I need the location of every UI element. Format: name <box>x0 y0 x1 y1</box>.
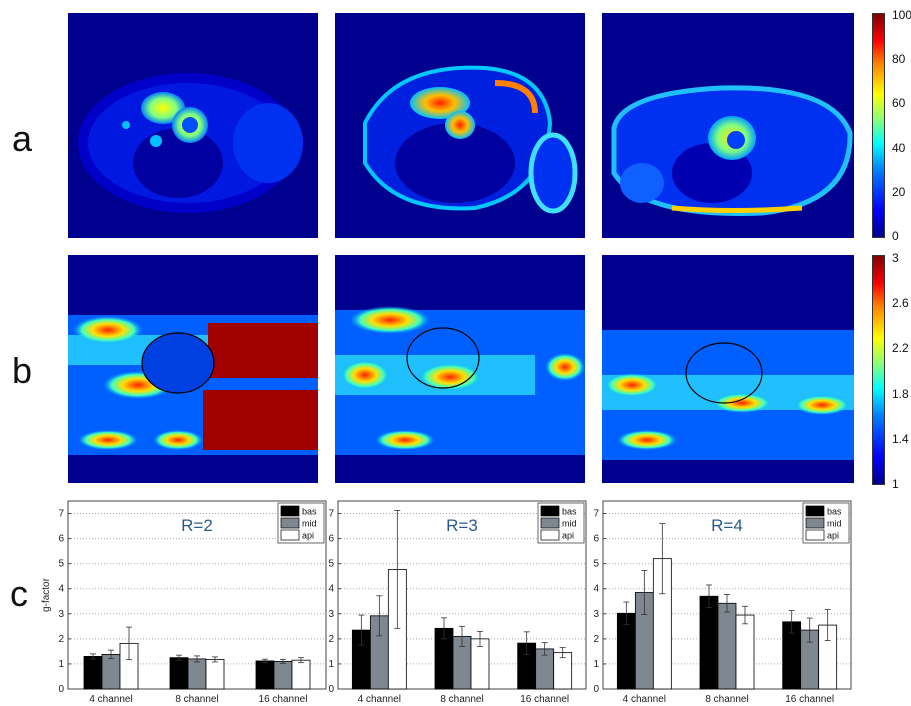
gfactor-map-r4 <box>602 255 854 483</box>
bar-api <box>205 659 225 690</box>
signal-map-r4 <box>602 13 854 238</box>
bar-bas <box>83 656 103 690</box>
x-tick-label: 16 channel <box>785 694 834 705</box>
legend-swatch-bas <box>805 505 825 517</box>
bar-api <box>553 652 573 690</box>
y-tick-label: 5 <box>328 559 334 570</box>
x-tick-label: 8 channel <box>705 694 748 705</box>
x-tick-label: 4 channel <box>89 694 132 705</box>
y-tick-label: 0 <box>593 684 599 695</box>
chart-title: R=3 <box>446 516 478 535</box>
gfactor-map-r3 <box>335 255 585 483</box>
y-tick-label: 6 <box>328 534 334 545</box>
y-tick-label: 2 <box>58 634 64 645</box>
bar-api <box>735 614 755 690</box>
legend-swatch-mid <box>540 517 560 529</box>
x-tick-label: 16 channel <box>520 694 569 705</box>
y-tick-label: 2 <box>328 634 334 645</box>
y-tick-label: 0 <box>58 684 64 695</box>
legend-swatch-mid <box>805 517 825 529</box>
y-tick-label: 3 <box>593 609 599 620</box>
x-tick-label: 8 channel <box>175 694 218 705</box>
bar-chart-r3: 0 1 2 3 4 5 6 7 4 channel 8 channel 16 channel R=3 b… <box>328 500 587 705</box>
y-tick-label: 5 <box>58 559 64 570</box>
legend-label-bas: bas <box>827 507 842 517</box>
legend-swatch-bas <box>280 505 300 517</box>
bar-chart-r4: 0 1 2 3 4 5 6 7 4 channel 8 channel 16 channel R=4 b… <box>593 500 852 705</box>
signal-map-r3 <box>335 13 585 238</box>
colorbar-tick-label: 80 <box>892 52 906 67</box>
legend-label-bas: bas <box>562 507 577 517</box>
colorbar-tick-label: 0 <box>892 229 899 243</box>
legend-swatch-api <box>280 529 300 541</box>
colorbar-tick-label: 20 <box>892 184 906 199</box>
colorbar-tick-label: 2.2 <box>892 341 909 356</box>
legend-swatch-api <box>540 529 560 541</box>
y-tick-label: 0 <box>328 684 334 695</box>
y-tick-label: 7 <box>58 509 64 520</box>
x-tick-label: 4 channel <box>623 694 666 705</box>
signal-map-r2 <box>68 13 318 238</box>
y-tick-label: 3 <box>328 609 334 620</box>
x-tick-label: 8 channel <box>440 694 483 705</box>
bar-mid <box>101 654 121 690</box>
colorbar-tick-label: 60 <box>892 96 906 111</box>
colorbar-tick-label: 40 <box>892 140 906 155</box>
y-tick-label: 5 <box>593 559 599 570</box>
bar-mid <box>187 658 207 690</box>
gfactor-map-r2 <box>68 255 318 483</box>
legend-label-api: api <box>302 531 314 541</box>
x-tick-label: 4 channel <box>358 694 401 705</box>
bar-bas <box>699 595 719 690</box>
colorbar-tick-label: 1 <box>892 477 899 491</box>
bar-chart-r2: 0 1 2 3 4 5 6 7 4 channel 8 channel 16 channel R=2 g… <box>41 500 327 705</box>
y-tick-label: 3 <box>58 609 64 620</box>
bar-mid <box>273 661 293 690</box>
colorbar-tick-label: 1.8 <box>892 386 909 401</box>
legend-label-api: api <box>562 531 574 541</box>
y-tick-label: 4 <box>58 584 64 595</box>
y-tick-label: 1 <box>593 659 599 670</box>
y-tick-label: 1 <box>58 659 64 670</box>
panel-label-b: b <box>12 350 33 391</box>
panel-label-c: c <box>10 573 28 614</box>
y-tick-label: 4 <box>328 584 334 595</box>
bar-api <box>291 659 311 690</box>
legend-swatch-mid <box>280 517 300 529</box>
colorbar-tick-label: 3 <box>892 251 899 265</box>
x-tick-label: 16 channel <box>259 694 308 705</box>
y-tick-label: 6 <box>58 534 64 545</box>
colorbar-tick-label: 100 <box>892 8 911 22</box>
y-axis-label: g-factor <box>41 577 52 612</box>
legend-label-bas: bas <box>302 507 317 517</box>
bar-bas <box>169 657 189 690</box>
y-tick-label: 7 <box>593 509 599 520</box>
y-tick-label: 2 <box>593 634 599 645</box>
legend-label-mid: mid <box>562 519 577 529</box>
legend-swatch-api <box>805 529 825 541</box>
legend-swatch-bas <box>540 505 560 517</box>
colorbar-gfactor <box>872 255 885 485</box>
legend-label-mid: mid <box>827 519 842 529</box>
panel-label-a: a <box>12 118 33 159</box>
colorbar-tick-label: 1.4 <box>892 431 909 446</box>
legend-label-api: api <box>827 531 839 541</box>
colorbar-signal <box>872 13 885 238</box>
y-tick-label: 6 <box>593 534 599 545</box>
colorbar-tick-label: 2.6 <box>892 296 909 311</box>
bar-bas <box>255 660 275 690</box>
y-tick-label: 7 <box>328 509 334 520</box>
legend-label-mid: mid <box>302 519 317 529</box>
y-tick-label: 4 <box>593 584 599 595</box>
y-tick-label: 1 <box>328 659 334 670</box>
bar-mid <box>717 602 737 690</box>
chart-title: R=2 <box>181 516 213 535</box>
chart-title: R=4 <box>711 516 743 535</box>
